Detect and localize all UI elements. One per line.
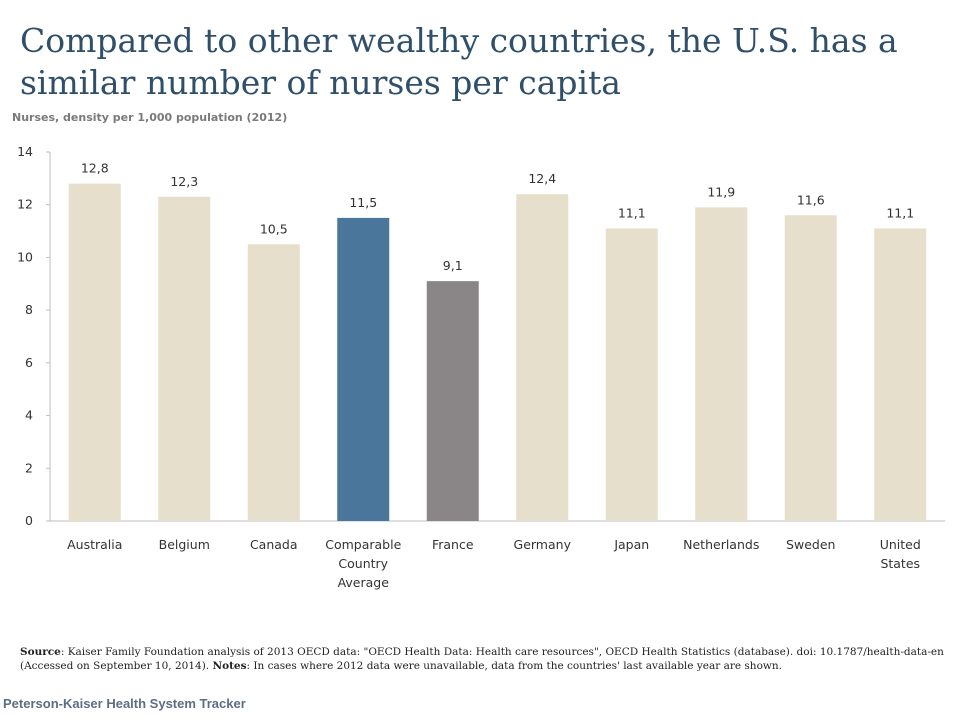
y-tick-label: 8 bbox=[25, 302, 33, 317]
bar bbox=[784, 215, 837, 521]
source-text: : Kaiser Family Foundation analysis of 2… bbox=[20, 646, 944, 672]
bar bbox=[68, 183, 121, 521]
x-tick-label: Comparable Country Average bbox=[325, 537, 401, 590]
data-label: 11,5 bbox=[349, 195, 377, 210]
data-label: 12,4 bbox=[528, 171, 556, 186]
data-label: 9,1 bbox=[443, 258, 463, 273]
bar bbox=[247, 244, 300, 521]
y-tick-label: 14 bbox=[17, 144, 33, 159]
bar bbox=[605, 228, 658, 521]
source-note: Source: Kaiser Family Foundation analysi… bbox=[20, 646, 945, 673]
notes-text: : In cases where 2012 data were unavaila… bbox=[246, 659, 782, 672]
bar bbox=[516, 194, 569, 521]
x-tick-label: United States bbox=[880, 537, 921, 571]
brand-footer: Peterson-Kaiser Health System Tracker bbox=[3, 696, 246, 711]
y-tick-label: 6 bbox=[25, 355, 33, 370]
bar bbox=[158, 196, 211, 522]
chart-title: Compared to other wealthy countries, the… bbox=[20, 21, 898, 102]
bar bbox=[874, 228, 927, 521]
source-label: Source bbox=[20, 646, 61, 658]
x-tick-label: Japan bbox=[613, 537, 649, 552]
x-tick-label: Canada bbox=[250, 537, 298, 552]
x-tick-label: Belgium bbox=[159, 537, 210, 552]
y-tick-label: 2 bbox=[25, 460, 33, 475]
data-label: 11,9 bbox=[707, 184, 735, 199]
chart-subtitle: Nurses, density per 1,000 population (20… bbox=[12, 111, 288, 124]
bar bbox=[426, 281, 479, 521]
data-label: 12,3 bbox=[170, 174, 198, 189]
notes-label: Notes bbox=[212, 659, 247, 672]
data-label: 12,8 bbox=[81, 161, 109, 176]
x-tick-label: Sweden bbox=[786, 537, 835, 552]
x-tick-label: Germany bbox=[514, 537, 572, 552]
data-label: 11,1 bbox=[886, 205, 914, 220]
bar-chart: 0 2 4 6 8 10 12 14 12,8 Australia 12,3 Belgium 10,5 C… bbox=[17, 144, 945, 590]
x-tick-label: Netherlands bbox=[683, 537, 759, 552]
data-label: 10,5 bbox=[260, 221, 288, 236]
bar bbox=[695, 207, 748, 521]
y-tick-label: 10 bbox=[17, 249, 33, 264]
y-tick-label: 12 bbox=[17, 197, 33, 212]
data-label: 11,1 bbox=[618, 205, 646, 220]
x-tick-label: France bbox=[432, 537, 474, 552]
bar bbox=[337, 217, 390, 521]
x-tick-label: Australia bbox=[67, 537, 122, 552]
y-tick-label: 4 bbox=[25, 408, 33, 423]
y-tick-label: 0 bbox=[25, 513, 33, 528]
data-label: 11,6 bbox=[797, 192, 825, 207]
